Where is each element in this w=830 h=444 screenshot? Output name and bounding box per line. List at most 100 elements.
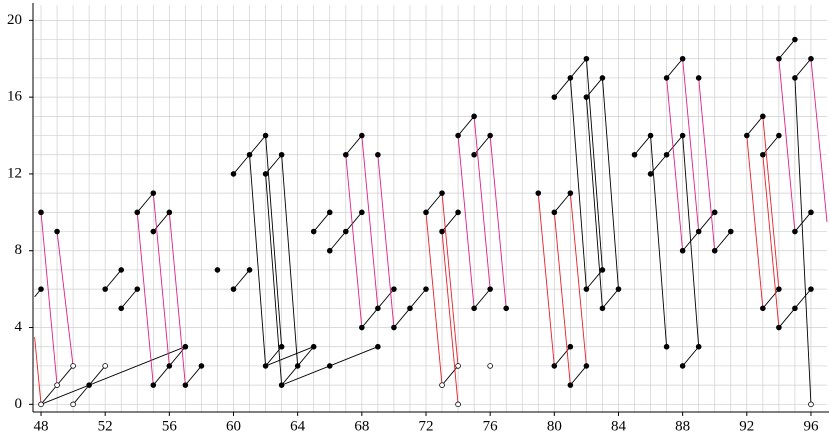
- segment: [152, 212, 170, 232]
- open-point: [455, 363, 461, 369]
- point: [743, 132, 750, 139]
- point: [567, 382, 574, 388]
- grid: [33, 5, 827, 412]
- point: [230, 286, 237, 292]
- segment: [136, 212, 154, 386]
- point: [583, 363, 590, 369]
- x-tick-label: 92: [739, 418, 754, 434]
- segment: [666, 135, 683, 156]
- segment: [794, 212, 812, 232]
- segment: [746, 116, 764, 136]
- point: [679, 132, 686, 139]
- segment: [441, 193, 459, 366]
- point: [760, 305, 766, 312]
- open-point: [455, 401, 461, 408]
- segment: [168, 212, 186, 386]
- point: [631, 151, 638, 158]
- point: [262, 132, 269, 139]
- point: [808, 209, 814, 216]
- y-tick-label: 12: [7, 165, 22, 181]
- point: [471, 305, 477, 312]
- point: [760, 113, 766, 120]
- segment: [377, 288, 395, 309]
- point: [38, 209, 44, 216]
- segment: [249, 135, 266, 156]
- point: [663, 343, 670, 350]
- point: [792, 75, 798, 81]
- point: [679, 363, 686, 369]
- segment: [569, 193, 587, 366]
- point: [423, 286, 429, 292]
- point: [792, 36, 798, 43]
- point: [535, 190, 542, 196]
- x-tick-label: 52: [98, 418, 113, 434]
- y-tick-label: 16: [7, 89, 23, 105]
- segment: [72, 384, 90, 405]
- segment: [441, 365, 459, 386]
- point: [391, 286, 397, 292]
- point: [808, 55, 814, 62]
- segment: [457, 135, 475, 309]
- y-tick-label: 4: [15, 319, 23, 335]
- point: [599, 75, 606, 81]
- segment: [281, 154, 299, 366]
- point: [246, 151, 253, 158]
- point: [423, 209, 429, 216]
- segment: [441, 212, 459, 232]
- segment: [56, 365, 74, 386]
- point: [711, 247, 718, 254]
- point: [695, 343, 702, 350]
- segment: [553, 192, 571, 213]
- segment: [425, 192, 443, 213]
- segment: [473, 135, 491, 156]
- segment: [778, 39, 796, 60]
- open-point: [70, 363, 76, 369]
- point: [310, 343, 317, 350]
- segment: [585, 58, 603, 270]
- segment: [409, 288, 427, 309]
- point: [150, 190, 157, 196]
- point: [599, 305, 606, 312]
- segment: [40, 212, 58, 386]
- segment: [361, 135, 379, 309]
- segment: [329, 231, 347, 252]
- segment: [537, 193, 555, 366]
- x-tick-label: 56: [162, 418, 178, 434]
- point: [487, 132, 493, 139]
- point: [134, 286, 141, 292]
- segment: [570, 58, 587, 79]
- x-tick-label: 88: [675, 418, 690, 434]
- point: [262, 171, 269, 177]
- point: [567, 343, 574, 350]
- x-tick-label: 64: [290, 418, 306, 434]
- segment: [34, 337, 42, 405]
- segment: [698, 77, 716, 251]
- segment: [794, 288, 812, 309]
- segment: [136, 192, 154, 213]
- segment: [345, 135, 363, 156]
- point: [375, 343, 381, 350]
- x-tick-label: 68: [354, 418, 369, 434]
- segment: [40, 384, 58, 405]
- segment: [345, 154, 363, 328]
- point: [54, 228, 60, 235]
- segment: [120, 288, 138, 309]
- x-tick-label: 96: [803, 418, 819, 434]
- point: [583, 94, 590, 100]
- open-point: [38, 401, 44, 408]
- point: [679, 247, 686, 254]
- x-tick-label: 80: [547, 418, 562, 434]
- point: [679, 55, 686, 62]
- point: [663, 151, 670, 158]
- point: [326, 363, 333, 369]
- y-tick-label: 20: [7, 12, 22, 28]
- segment: [473, 116, 491, 290]
- point: [326, 209, 333, 216]
- point: [647, 171, 654, 177]
- x-tick-label: 72: [418, 418, 433, 434]
- point: [359, 209, 365, 216]
- segment: [698, 212, 716, 232]
- segment: [762, 154, 780, 328]
- segment: [152, 365, 170, 386]
- segment: [762, 135, 780, 156]
